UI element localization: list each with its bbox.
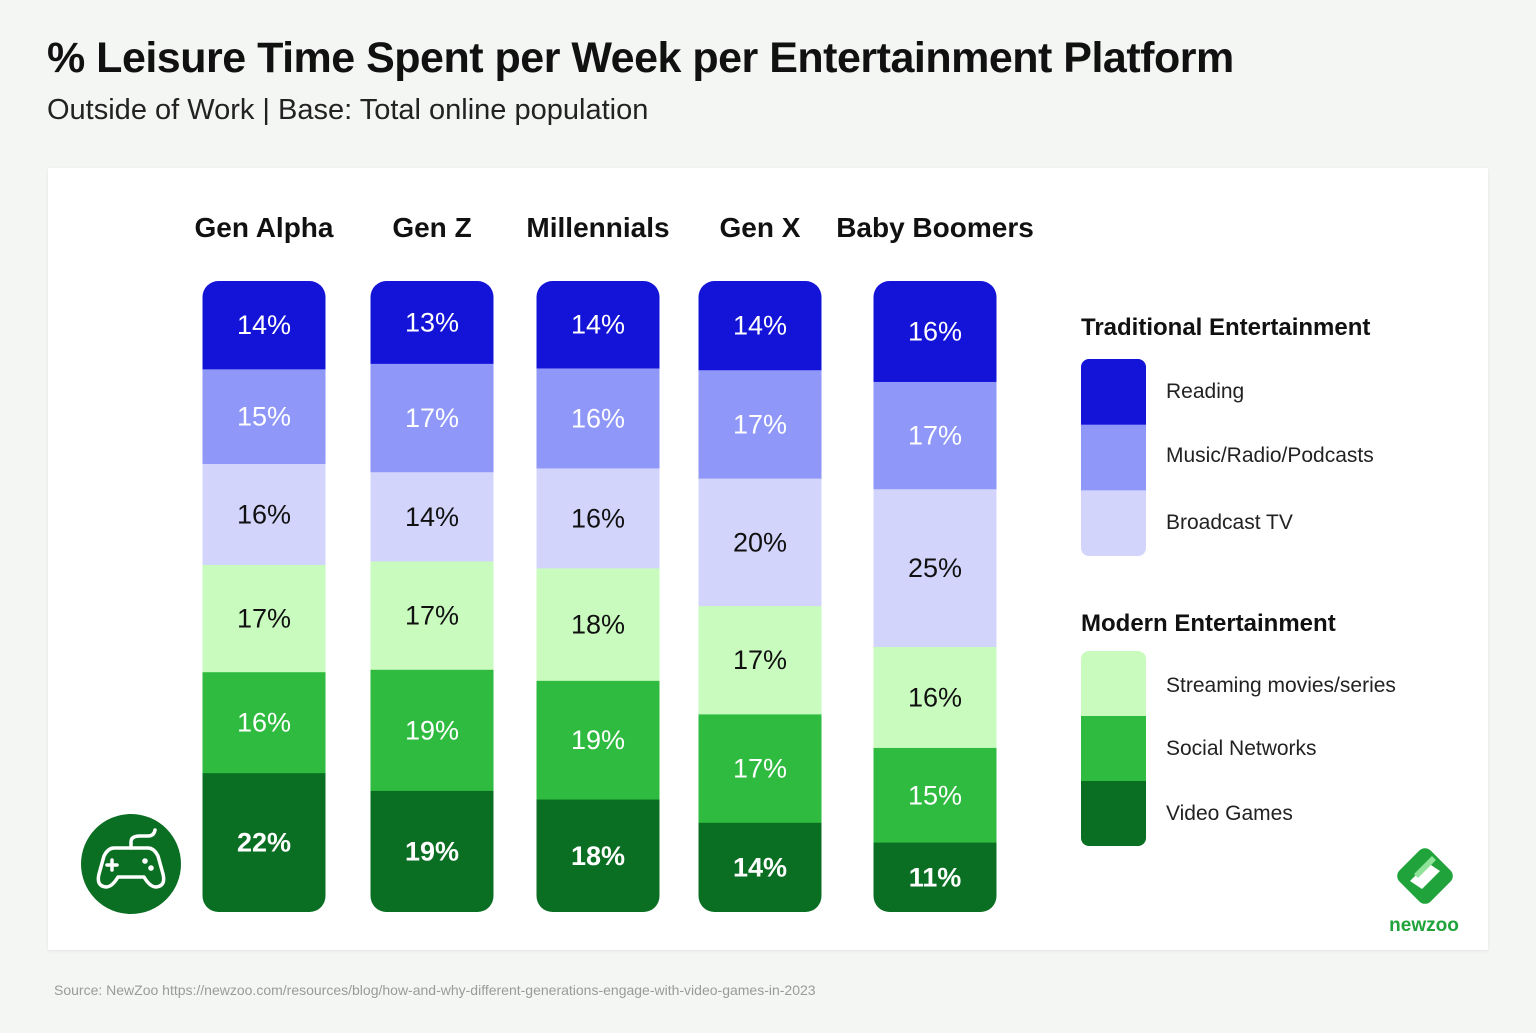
chart-svg: Gen Alpha Gen Z Millennials Gen X Baby Boome… [81,212,1459,936]
legend-swatch-broadcast-tv [1081,490,1146,556]
segment-social-networks-gen-x [698,714,822,824]
legend-swatch-music-radio-podcasts [1081,424,1146,491]
legend-group-title-modern-entertainment: Modern Entertainment [1081,610,1336,637]
legend-group-title-traditional-entertainment: Traditional Entertainment [1081,314,1370,341]
data-label-video-games-gen-z: 19% [405,836,459,866]
segment-broadcast-tv-millennials [536,468,660,569]
data-label-reading-gen-x: 14% [733,311,787,341]
generation-label-baby-boomers: Baby Boomers [836,212,1034,243]
data-label-streaming-movies-series-gen-alpha: 17% [237,604,291,634]
data-label-music-radio-podcasts-gen-x: 17% [733,409,787,439]
legend-swatch-video-games [1081,781,1146,846]
data-label-broadcast-tv-millennials: 16% [571,503,625,533]
generation-label-gen-z: Gen Z [392,212,471,243]
data-label-broadcast-tv-baby-boomers: 25% [908,553,962,583]
segment-music-radio-podcasts-gen-x [698,370,822,480]
data-label-streaming-movies-series-baby-boomers: 16% [908,682,962,712]
segment-video-games-gen-alpha [202,773,326,912]
legend-swatch-social-networks [1081,716,1146,782]
segment-streaming-movies-series-baby-boomers [873,646,997,749]
bar-gen-z [370,281,494,912]
generation-label-gen-x: Gen X [720,212,801,243]
source-note: Source: NewZoo https://newzoo.com/resour… [54,982,816,998]
bar-baby-boomers [873,281,997,912]
segment-video-games-millennials [536,799,660,912]
segment-video-games-gen-z [370,790,494,912]
segment-broadcast-tv-gen-alpha [202,463,326,566]
segment-video-games-gen-x [698,822,822,912]
generation-label-gen-alpha: Gen Alpha [195,212,334,243]
data-label-social-networks-gen-x: 17% [733,754,787,784]
data-label-video-games-baby-boomers: 11% [909,862,962,892]
data-label-video-games-gen-alpha: 22% [237,828,291,858]
newzoo-logo-icon: newzoo [1389,848,1459,936]
segment-streaming-movies-series-gen-z [370,561,494,671]
segment-reading-baby-boomers [873,281,997,383]
data-label-social-networks-gen-z: 19% [405,715,459,745]
segment-social-networks-gen-alpha [202,672,326,774]
data-label-social-networks-gen-alpha: 16% [237,708,291,738]
legend-swatch-reading [1081,359,1146,426]
legend-item-social-networks: Social Networks [1166,737,1317,760]
data-label-streaming-movies-series-gen-x: 17% [733,645,787,675]
segment-video-games-baby-boomers [873,842,997,912]
segment-music-radio-podcasts-gen-z [370,363,494,473]
data-label-video-games-millennials: 18% [571,841,625,871]
segment-social-networks-gen-z [370,669,494,792]
chart-card: Gen Alpha Gen Z Millennials Gen X Baby Boome… [48,168,1488,950]
chart-title: % Leisure Time Spent per Week per Entert… [47,34,1234,82]
bar-gen-alpha [202,281,326,912]
segment-social-networks-baby-boomers [873,747,997,844]
data-label-music-radio-podcasts-baby-boomers: 17% [908,421,962,451]
legend-item-reading: Reading [1166,380,1244,403]
segment-reading-gen-z [370,281,494,365]
chart-subtitle: Outside of Work | Base: Total online pop… [47,94,649,126]
bar-gen-x [698,281,822,912]
data-label-streaming-movies-series-gen-z: 17% [405,601,459,631]
brand-name: newzoo [1389,915,1459,936]
data-label-broadcast-tv-gen-x: 20% [733,527,787,557]
data-label-reading-gen-alpha: 14% [237,310,291,340]
segment-broadcast-tv-baby-boomers [873,489,997,648]
segment-streaming-movies-series-millennials [536,568,660,682]
segment-social-networks-millennials [536,680,660,801]
legend-item-music-radio-podcasts: Music/Radio/Podcasts [1166,444,1374,467]
data-label-social-networks-baby-boomers: 15% [908,780,962,810]
game-controller-icon [81,814,181,914]
segment-broadcast-tv-gen-x [698,478,822,607]
segment-broadcast-tv-gen-z [370,472,494,562]
segment-music-radio-podcasts-millennials [536,368,660,469]
segment-reading-gen-alpha [202,281,326,370]
legend-item-broadcast-tv: Broadcast TV [1166,511,1293,534]
bar-millennials [536,281,660,912]
data-label-music-radio-podcasts-gen-alpha: 15% [237,402,291,432]
segment-music-radio-podcasts-baby-boomers [873,381,997,490]
data-label-broadcast-tv-gen-alpha: 16% [237,499,291,529]
generation-label-millennials: Millennials [526,212,669,243]
data-label-music-radio-podcasts-millennials: 16% [571,403,625,433]
segment-reading-millennials [536,281,660,369]
segment-streaming-movies-series-gen-alpha [202,564,326,673]
segment-streaming-movies-series-gen-x [698,606,822,715]
segment-reading-gen-x [698,281,822,371]
legend-item-video-games: Video Games [1166,802,1293,825]
data-label-music-radio-podcasts-gen-z: 17% [405,403,459,433]
data-label-reading-gen-z: 13% [405,307,459,337]
data-label-broadcast-tv-gen-z: 14% [405,502,459,532]
legend-swatch-streaming-movies-series [1081,651,1146,717]
data-label-reading-millennials: 14% [571,310,625,340]
data-label-social-networks-millennials: 19% [571,725,625,755]
data-label-video-games-gen-x: 14% [733,852,787,882]
data-label-streaming-movies-series-millennials: 18% [571,610,625,640]
data-label-reading-baby-boomers: 16% [908,316,962,346]
segment-music-radio-podcasts-gen-alpha [202,369,326,465]
legend-item-streaming-movies-series: Streaming movies/series [1166,674,1396,697]
